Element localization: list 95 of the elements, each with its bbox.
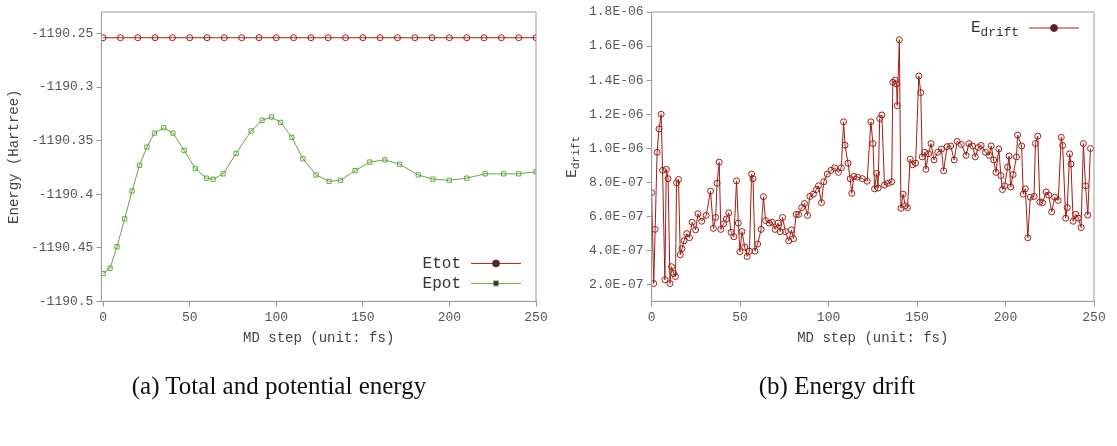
point xyxy=(151,34,159,42)
point xyxy=(277,119,284,126)
point xyxy=(446,177,453,183)
point xyxy=(415,172,421,178)
point xyxy=(136,162,143,168)
point xyxy=(367,159,373,165)
point xyxy=(290,34,298,42)
y-tick-label: 1.4E-06 xyxy=(589,72,644,88)
point xyxy=(289,134,295,141)
x-tick-label: 50 xyxy=(181,309,198,325)
point xyxy=(516,171,522,177)
point xyxy=(326,178,332,184)
point xyxy=(445,34,453,42)
point xyxy=(151,130,158,136)
point xyxy=(376,34,384,42)
x-tick-label: 250 xyxy=(524,309,548,325)
y-tick-label: 6.0E-07 xyxy=(589,208,644,224)
point xyxy=(144,144,150,150)
point xyxy=(313,172,319,178)
point xyxy=(210,176,216,182)
point xyxy=(497,34,505,42)
point xyxy=(515,34,523,42)
y-tick-label: 8.0E-07 xyxy=(589,174,644,190)
y-tick-label: -1190.45 xyxy=(30,240,94,256)
point xyxy=(480,34,488,42)
y-axis-title: Edrift xyxy=(563,135,583,178)
x-tick-label: 100 xyxy=(264,309,288,325)
point xyxy=(337,177,343,183)
point xyxy=(396,161,403,167)
y-tick-label: 4.0E-07 xyxy=(589,242,644,258)
point xyxy=(220,171,226,177)
point xyxy=(272,34,280,42)
y-tick-label: 1.6E-06 xyxy=(589,38,644,54)
point xyxy=(268,114,275,120)
point xyxy=(255,34,263,42)
point xyxy=(203,34,211,42)
point xyxy=(220,34,228,42)
point xyxy=(248,128,254,134)
x-tick-label: 200 xyxy=(437,309,462,325)
point xyxy=(116,34,124,42)
point xyxy=(430,176,436,182)
point xyxy=(501,171,507,177)
x-tick-label: 0 xyxy=(99,309,108,325)
point xyxy=(428,34,436,42)
x-tick-label: 100 xyxy=(816,309,841,325)
point xyxy=(107,265,113,271)
point xyxy=(411,34,419,42)
y-axis-title: Energy (Hartree) xyxy=(5,89,22,224)
point xyxy=(186,34,194,42)
point xyxy=(168,34,176,42)
point xyxy=(393,34,401,42)
point xyxy=(307,34,315,42)
point xyxy=(114,244,120,250)
point xyxy=(342,34,350,42)
legend-label: Etot xyxy=(422,254,461,273)
point xyxy=(482,171,488,177)
x-tick-label: 50 xyxy=(732,309,748,325)
point xyxy=(259,117,265,123)
point xyxy=(359,34,367,42)
y-tick-label: -1190.4 xyxy=(38,186,94,202)
point xyxy=(463,34,471,42)
text: (b) Energy drift xyxy=(757,372,917,400)
point xyxy=(382,157,388,163)
point xyxy=(101,34,107,42)
legend-label: Epot xyxy=(422,274,461,293)
point xyxy=(129,188,135,194)
point xyxy=(192,165,198,172)
point xyxy=(161,125,167,131)
x-axis-title: MD step (unit: fs) xyxy=(797,329,949,346)
y-tick-label: -1190.3 xyxy=(38,79,94,95)
point xyxy=(134,34,142,42)
point xyxy=(121,216,128,222)
point xyxy=(238,34,246,42)
y-tick-label: 1.8E-06 xyxy=(589,4,644,20)
text: (a) Total and potential energy xyxy=(130,372,428,400)
point xyxy=(203,175,210,181)
point xyxy=(464,175,470,181)
y-tick-label: -1190.5 xyxy=(38,293,94,309)
point xyxy=(233,150,239,157)
x-tick-label: 150 xyxy=(351,309,375,325)
x-axis-title: MD step (unit: fs) xyxy=(243,329,395,346)
point xyxy=(352,168,358,174)
point xyxy=(324,34,332,42)
point xyxy=(181,147,187,153)
x-tick-label: 200 xyxy=(993,309,1018,325)
x-tick-label: 0 xyxy=(647,309,656,325)
y-tick-label: 2.0E-07 xyxy=(589,276,644,292)
point xyxy=(300,156,306,162)
y-tick-label: 1.2E-06 xyxy=(589,106,644,122)
y-tick-label: -1190.25 xyxy=(30,25,94,41)
y-tick-label: -1190.35 xyxy=(30,133,94,149)
y-tick-label: 1.0E-06 xyxy=(589,140,644,156)
x-tick-label: 250 xyxy=(1082,309,1106,325)
x-tick-label: 150 xyxy=(905,309,929,325)
point xyxy=(170,130,176,136)
